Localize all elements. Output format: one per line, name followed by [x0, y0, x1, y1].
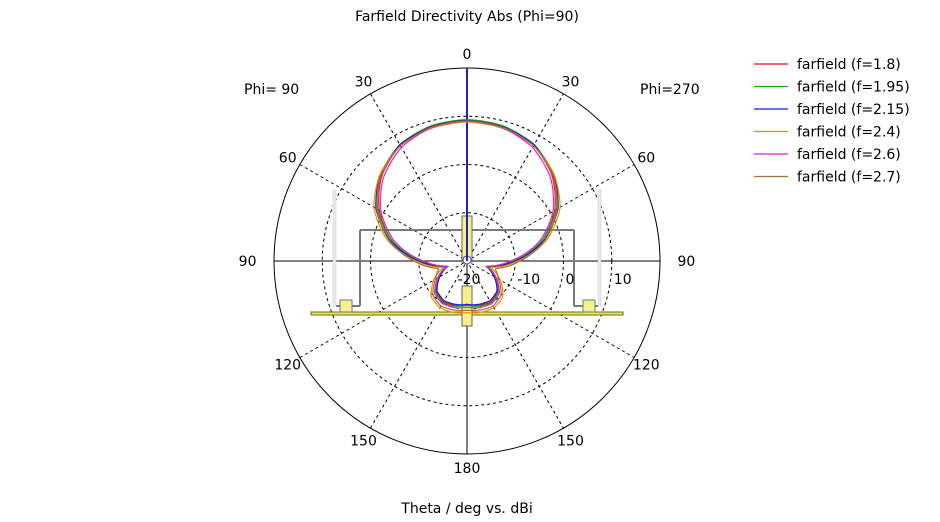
legend-label: farfield (f=2.4) [797, 125, 901, 141]
angle-tick-label: 90 [677, 254, 695, 270]
phi-left-label: Phi= 90 [244, 82, 299, 98]
series-line-4 [373, 121, 561, 314]
radial-tick-label: -20 [458, 272, 481, 288]
series-line-6 [376, 120, 558, 312]
angle-tick-label: 180 [454, 461, 481, 477]
tick-labels: 0 30 60 90 120 150 180 150 120 90 60 30 -20 -10 0 10 [239, 47, 696, 477]
chart-title: Farfield Directivity Abs (Phi=90) [355, 9, 579, 25]
right-connector [582, 299, 596, 313]
angle-tick-label: 120 [274, 358, 301, 374]
series-group [373, 119, 561, 314]
radial-tick-label: -10 [517, 272, 540, 288]
series-line-5 [379, 120, 555, 309]
angle-tick-label: 150 [557, 433, 584, 449]
angle-tick-label: 30 [355, 75, 373, 91]
legend-label: farfield (f=1.8) [797, 57, 901, 73]
angle-tick-label: 150 [350, 433, 377, 449]
angle-tick-label: 30 [562, 75, 580, 91]
series-line-3 [375, 120, 559, 306]
angle-tick-label: 60 [279, 151, 297, 167]
legend-label: farfield (f=2.15) [797, 102, 910, 118]
legend-label: farfield (f=2.6) [797, 147, 901, 163]
legend-label: farfield (f=2.7) [797, 170, 901, 186]
left-edge-strip [332, 189, 337, 307]
right-edge-strip [597, 189, 602, 307]
left-connector [339, 299, 353, 313]
legend-label: farfield (f=1.95) [797, 80, 910, 96]
series-line-2 [376, 119, 558, 307]
radial-tick-label: 10 [614, 272, 632, 288]
angle-tick-label: 120 [633, 358, 660, 374]
legend: farfield (f=1.8) farfield (f=1.95) farfiel… [754, 57, 910, 186]
radial-tick-label: 0 [566, 272, 575, 288]
phi-right-label: Phi=270 [640, 82, 700, 98]
angle-tick-label: 90 [239, 254, 257, 270]
angle-tick-label: 0 [463, 47, 472, 63]
angle-tick-label: 60 [637, 151, 655, 167]
x-axis-label: Theta / deg vs. dBi [400, 501, 532, 517]
